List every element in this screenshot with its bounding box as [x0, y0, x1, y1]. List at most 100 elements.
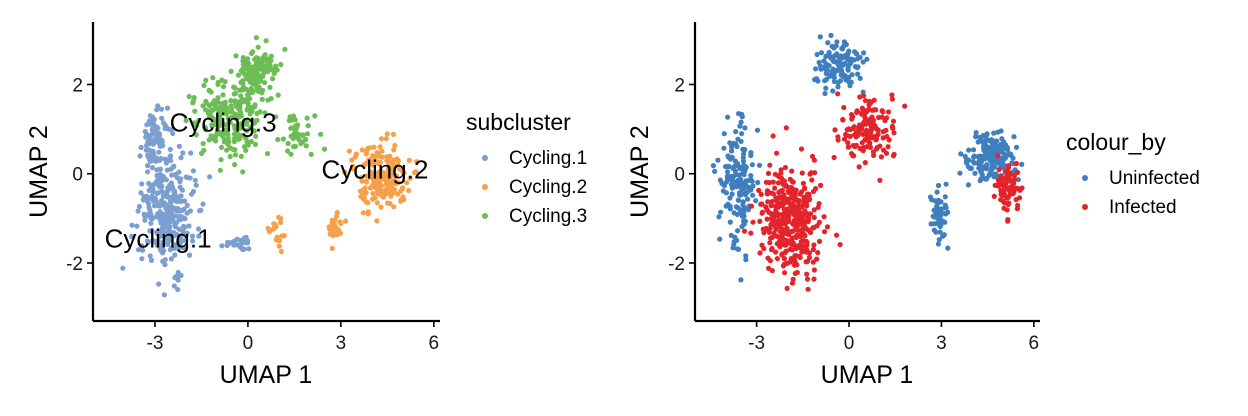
data-point: [799, 211, 805, 217]
data-point: [809, 153, 816, 159]
data-point: [226, 139, 232, 145]
data-point: [811, 242, 817, 248]
data-point: [329, 245, 335, 251]
data-point: [145, 169, 151, 175]
data-point: [1003, 168, 1010, 174]
data-point: [346, 148, 352, 154]
data-point: [755, 179, 761, 186]
data-point: [824, 71, 830, 77]
data-point: [1011, 173, 1018, 179]
data-point: [764, 191, 770, 197]
data-point: [193, 132, 199, 138]
data-point: [350, 165, 356, 172]
data-point: [187, 208, 193, 214]
data-point: [1007, 171, 1013, 177]
data-point: [178, 155, 184, 161]
data-point: [158, 156, 164, 162]
data-point: [875, 127, 881, 133]
data-point: [981, 147, 987, 154]
data-point: [221, 107, 227, 113]
data-point: [940, 218, 946, 224]
data-point: [759, 210, 765, 216]
data-point: [247, 125, 253, 131]
data-point: [201, 82, 207, 89]
data-point: [712, 168, 718, 174]
data-point: [778, 175, 785, 181]
data-point: [138, 144, 144, 151]
data-point: [149, 216, 155, 222]
data-point: [1001, 162, 1007, 168]
data-point: [998, 174, 1004, 181]
data-point: [989, 166, 995, 173]
data-point: [991, 193, 997, 199]
data-point: [761, 246, 767, 252]
data-point: [330, 225, 336, 231]
data-point: [772, 185, 778, 191]
data-point: [739, 224, 745, 230]
data-point: [766, 229, 773, 235]
data-point: [1003, 176, 1009, 183]
data-point: [168, 180, 174, 186]
data-point: [195, 118, 202, 124]
data-point: [268, 53, 274, 59]
data-point: [756, 162, 763, 168]
data-point: [391, 147, 397, 153]
data-point: [390, 131, 397, 137]
data-point: [739, 213, 745, 219]
data-point: [245, 238, 251, 244]
data-point: [254, 85, 260, 92]
data-point: [203, 77, 209, 83]
data-point: [391, 204, 397, 210]
data-point: [789, 247, 796, 253]
data-point: [129, 233, 135, 239]
data-point: [736, 197, 742, 203]
data-point: [880, 135, 886, 141]
data-point: [259, 96, 265, 102]
series-uninfected: [710, 32, 1025, 283]
points-group: [710, 32, 1025, 292]
data-point: [163, 177, 169, 183]
data-point: [177, 244, 183, 250]
data-point: [170, 130, 176, 137]
data-point: [848, 112, 855, 118]
data-point: [413, 169, 419, 175]
data-point: [406, 157, 412, 163]
data-point: [728, 182, 735, 188]
data-point: [135, 208, 141, 214]
data-point: [274, 67, 280, 73]
data-point: [389, 181, 395, 187]
data-point: [868, 127, 874, 133]
data-point: [149, 152, 156, 158]
data-point: [231, 84, 237, 90]
data-point: [995, 153, 1001, 159]
data-point: [741, 165, 747, 171]
data-point: [729, 144, 735, 150]
data-point: [180, 150, 186, 156]
data-point: [786, 211, 793, 217]
data-point: [226, 119, 232, 125]
data-point: [175, 286, 181, 293]
points-group: [120, 35, 420, 298]
data-point: [814, 223, 820, 229]
data-point: [740, 199, 746, 205]
data-point: [870, 117, 877, 124]
cluster-label: Cycling.3: [170, 108, 277, 138]
legend-swatch: [1082, 175, 1088, 181]
data-point: [249, 117, 255, 123]
data-point: [219, 243, 225, 249]
data-point: [231, 91, 237, 97]
data-point: [1006, 188, 1012, 194]
legend-entry-label: Cycling.1: [509, 148, 587, 169]
data-point: [891, 130, 897, 136]
data-point: [843, 77, 849, 83]
data-point: [360, 210, 366, 216]
data-point: [177, 184, 183, 190]
data-point: [147, 211, 153, 217]
data-point: [811, 207, 817, 213]
data-point: [727, 206, 733, 212]
data-point: [837, 60, 843, 66]
data-point: [733, 183, 739, 189]
data-point: [745, 207, 752, 213]
data-point: [147, 158, 153, 164]
data-point: [856, 164, 862, 170]
